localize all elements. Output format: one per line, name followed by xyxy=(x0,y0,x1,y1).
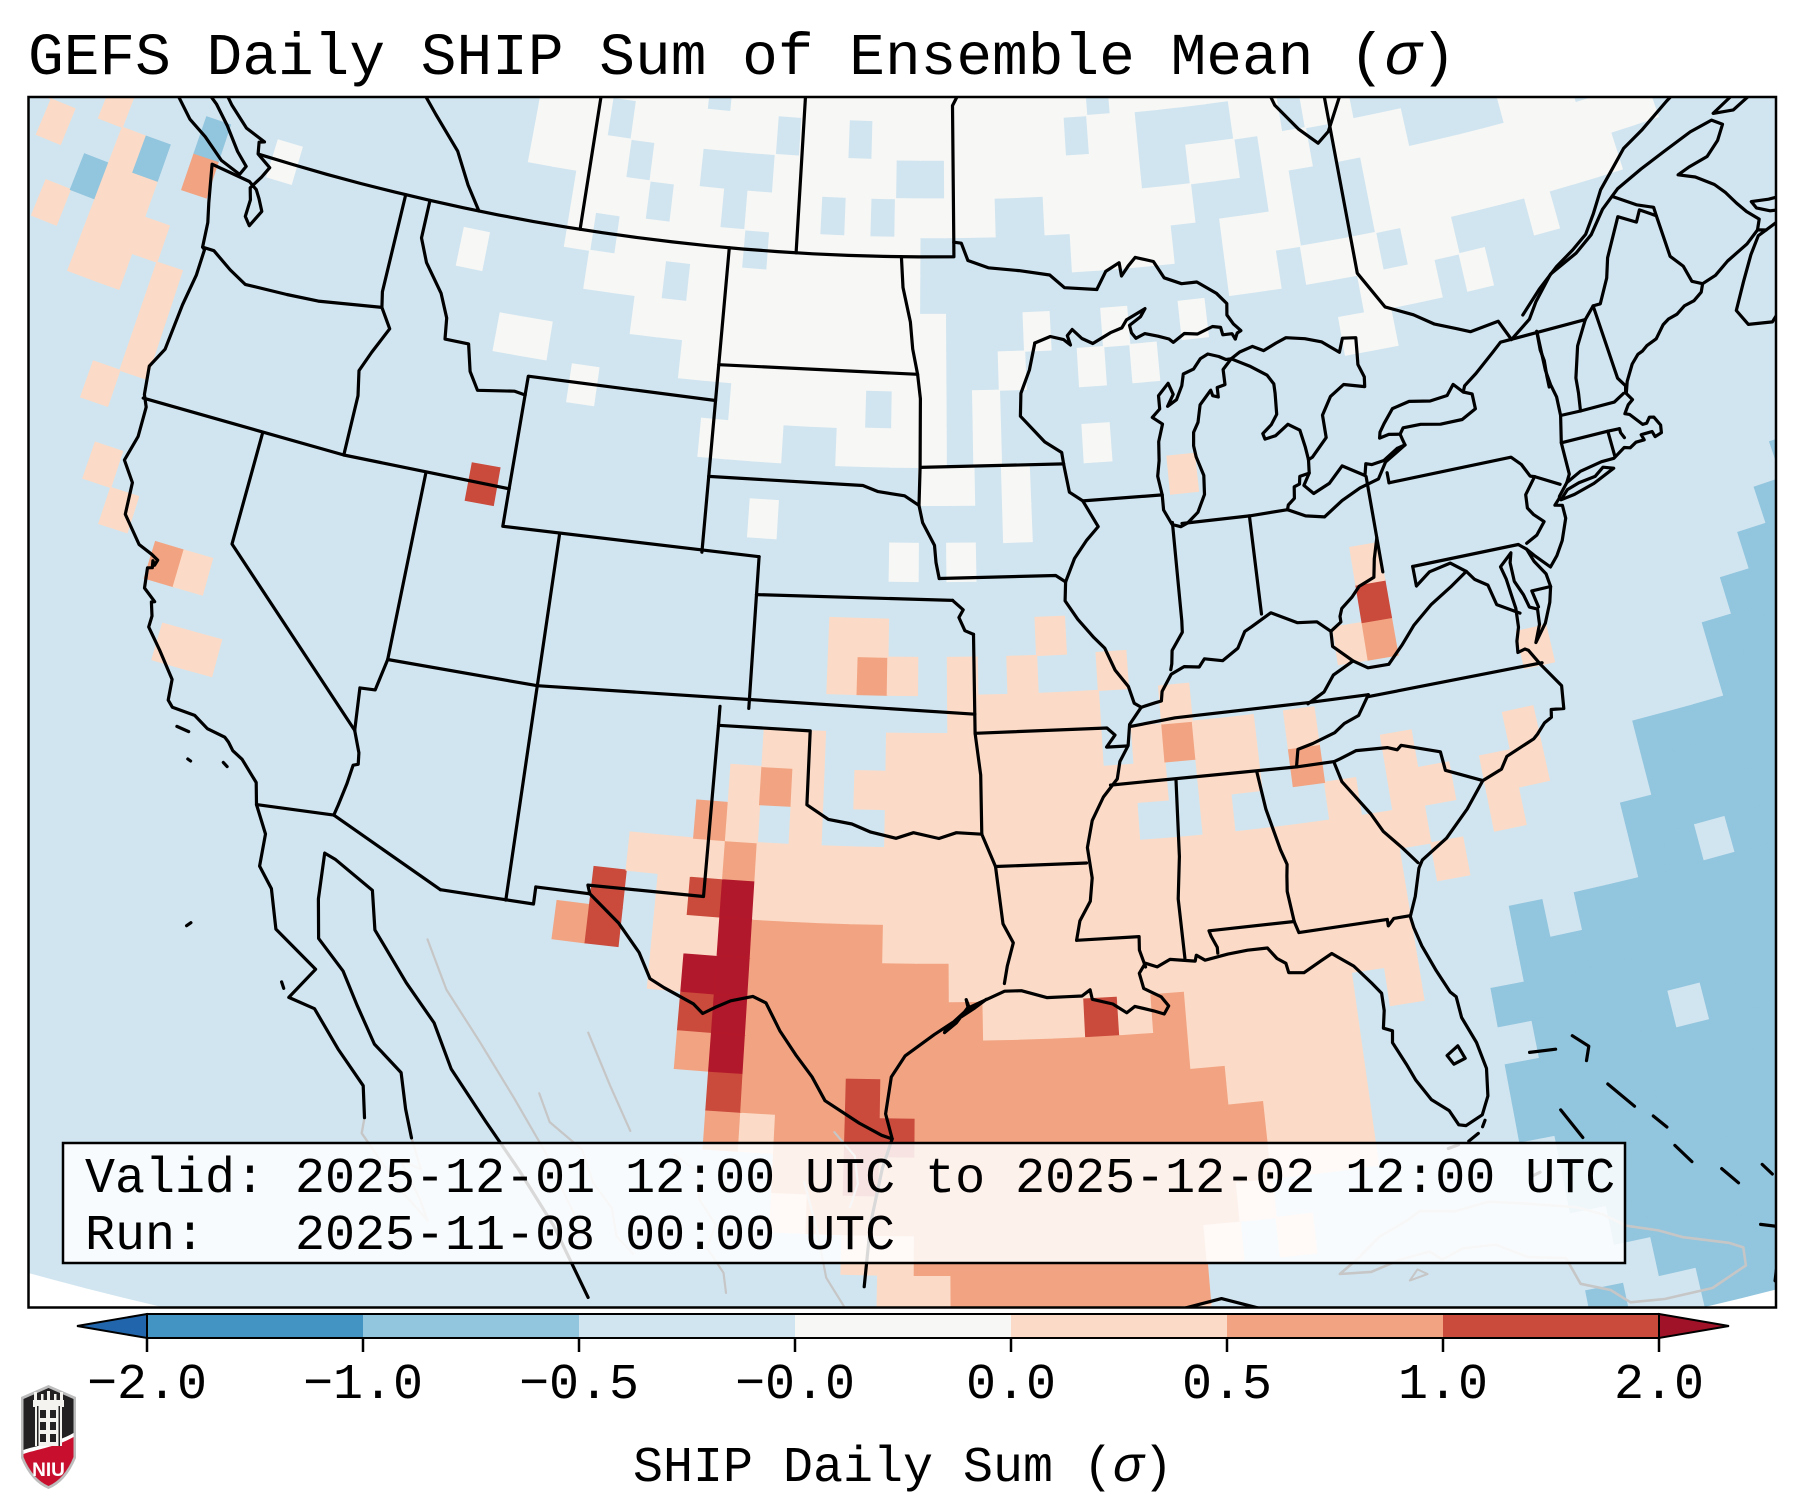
svg-text:GEFS Daily SHIP Sum of Ensembl: GEFS Daily SHIP Sum of Ensemble Mean (σ) xyxy=(28,24,1456,92)
svg-text:−2.0: −2.0 xyxy=(87,1357,207,1414)
svg-text:Run: 2025-11-08 00:00 UTC: Run: 2025-11-08 00:00 UTC xyxy=(85,1208,895,1265)
svg-text:0.0: 0.0 xyxy=(966,1357,1056,1414)
svg-text:2.0: 2.0 xyxy=(1614,1357,1704,1414)
svg-text:NIU: NIU xyxy=(32,1460,65,1481)
svg-text:−0.5: −0.5 xyxy=(519,1357,639,1414)
svg-text:Valid: 2025-12-01 12:00 UTC to: Valid: 2025-12-01 12:00 UTC to 2025-12-0… xyxy=(85,1151,1615,1208)
svg-text:1.0: 1.0 xyxy=(1398,1357,1488,1414)
svg-text:SHIP Daily Sum (σ): SHIP Daily Sum (σ) xyxy=(633,1440,1173,1497)
svg-text:0.5: 0.5 xyxy=(1182,1357,1272,1414)
svg-text:−1.0: −1.0 xyxy=(303,1357,423,1414)
svg-text:−0.0: −0.0 xyxy=(735,1357,855,1414)
